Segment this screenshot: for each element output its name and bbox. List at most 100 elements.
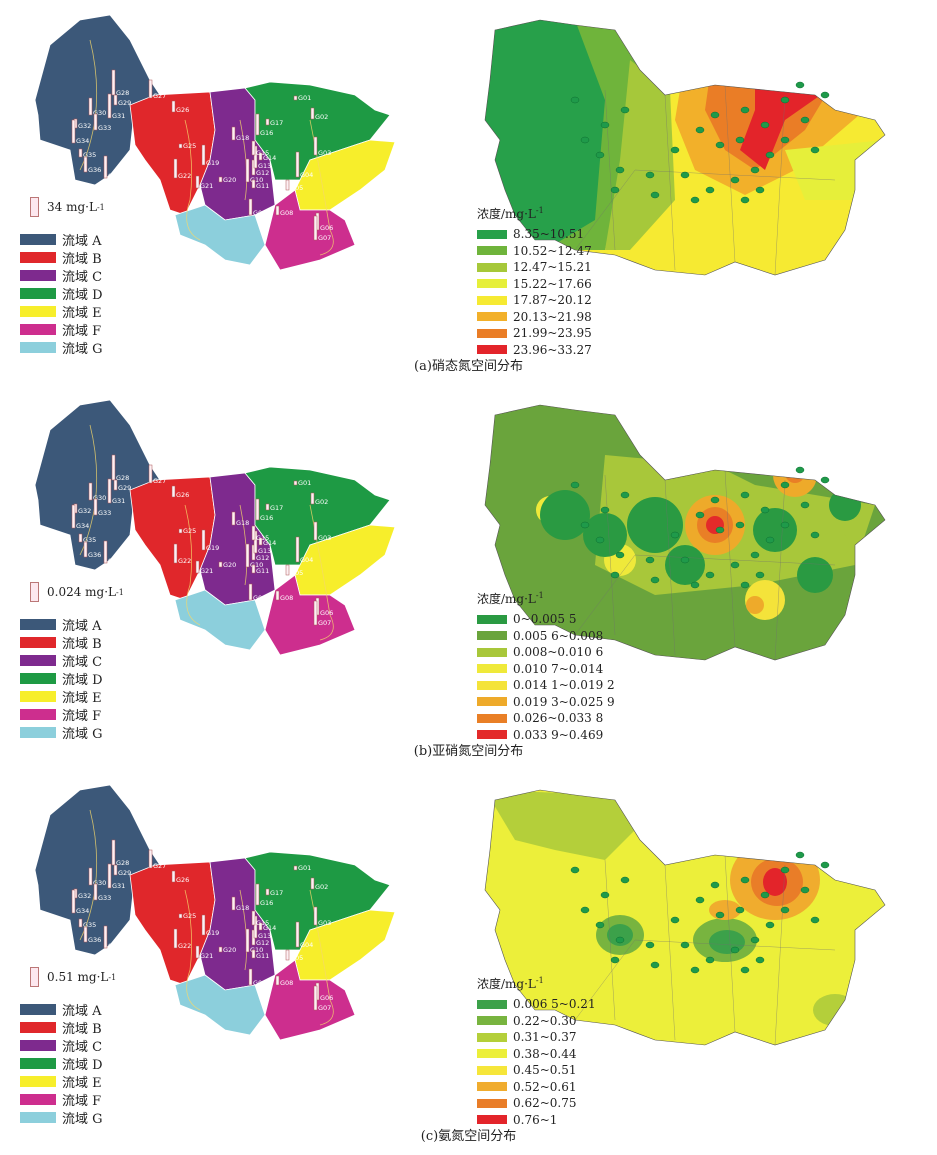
district-boundary (574, 554, 836, 636)
site-label: G34 (76, 522, 89, 530)
sampling-point (580, 906, 590, 914)
legend-swatch (477, 647, 507, 657)
site-label: G37 (108, 557, 121, 565)
sampling-point (680, 941, 690, 949)
site-bar (313, 906, 318, 926)
legend-label: 流域 E (62, 690, 102, 706)
sampling-point (735, 136, 745, 144)
site-label: G32 (78, 507, 91, 515)
site-label: G03 (318, 919, 331, 927)
legend-swatch (477, 312, 507, 322)
site-label: G14 (263, 924, 276, 932)
legend-range: 0.22~0.30 (513, 1013, 577, 1028)
legend-range: 0.38~0.44 (513, 1046, 577, 1061)
legend-swatch (20, 251, 56, 263)
concentration-legend-item: 0.38~0.44 (477, 1046, 596, 1063)
site-label: G25 (183, 912, 196, 920)
site-label: G31 (112, 112, 125, 120)
site-bar (231, 126, 236, 141)
legend-range: 0.62~0.75 (513, 1096, 577, 1111)
site-label: G34 (76, 907, 89, 915)
legend-label: 流域 F (62, 1093, 102, 1109)
site-bar (265, 503, 270, 511)
site-label: G27 (153, 477, 166, 485)
basin-legend-item: 流域 E (20, 1072, 103, 1091)
site-label: G34 (76, 137, 89, 145)
site-label: G15 (256, 534, 269, 542)
site-label: G07 (318, 234, 331, 242)
site-label: G01 (298, 94, 311, 102)
legend-swatch (20, 1003, 56, 1015)
concentration-legend-item: 0.52~0.61 (477, 1079, 596, 1096)
concentration-legend-item: 8.35~10.51 (477, 226, 592, 243)
legend-label: 流域 A (62, 618, 102, 634)
sampling-point (615, 551, 625, 559)
site-bar (71, 504, 76, 529)
legend-range: 0.006 5~0.21 (513, 997, 596, 1012)
site-bar (113, 479, 118, 491)
basin-region-g (174, 589, 266, 651)
sampling-point (670, 531, 680, 539)
district-boundary (724, 84, 736, 263)
site-label: G13 (258, 932, 271, 940)
site-bar (93, 883, 98, 901)
site-bar (248, 198, 253, 216)
site-bar (173, 928, 178, 949)
concentration-legend-item: 0.019 3~0.025 9 (477, 694, 615, 711)
site-bar (201, 529, 206, 551)
scale-value: 34 mg·L (47, 200, 97, 214)
legend-swatch (477, 697, 507, 707)
site-bar (148, 464, 153, 484)
site-label: G30 (93, 109, 106, 117)
scale-note: 0.024 mg·L -1 (30, 582, 124, 602)
site-bar (313, 136, 318, 156)
legend-swatch (20, 618, 56, 630)
site-bar (173, 543, 178, 564)
sampling-point (735, 906, 745, 914)
basin-legend-item: 流域 E (20, 302, 103, 321)
legend-range: 0.014 1~0.019 2 (513, 678, 615, 693)
legend-range: 0.005 6~0.008 (513, 628, 604, 643)
sampling-point (645, 556, 655, 564)
site-bar (195, 560, 200, 574)
basin-map: G01G02G03G04G05G06G07G08G09G10G11G12G13G… (34, 14, 396, 271)
site-label: G17 (270, 504, 283, 512)
site-label: G20 (223, 946, 236, 954)
site-bar (78, 533, 83, 543)
site-bar (293, 95, 298, 101)
site-bar (111, 69, 116, 96)
site-label: G02 (315, 113, 328, 121)
sampling-point (650, 191, 660, 199)
sampling-point (735, 521, 745, 529)
concentration-legend-item: 0.76~1 (477, 1112, 596, 1129)
sampling-point (570, 866, 580, 874)
concentration-map (484, 789, 886, 1046)
site-bar (201, 914, 206, 936)
site-bar (295, 921, 300, 948)
site-bar (275, 205, 280, 216)
legend-swatch (477, 680, 507, 690)
sampling-point (730, 176, 740, 184)
site-label: G02 (315, 498, 328, 506)
site-label: G28 (116, 89, 129, 97)
site-label: G31 (112, 882, 125, 890)
site-bar (293, 865, 298, 871)
site-label: G10 (250, 946, 263, 954)
site-label: G18 (236, 519, 249, 527)
site-bar (310, 107, 315, 120)
basin-region-f (264, 574, 356, 656)
site-bar (107, 478, 112, 504)
legend-range: 0.008~0.010 6 (513, 645, 604, 660)
site-label: G16 (260, 899, 273, 907)
legend-swatch (477, 1065, 507, 1075)
concentration-legend-item: 0.006 5~0.21 (477, 996, 596, 1013)
legend-swatch (20, 341, 56, 353)
legend-swatch (477, 345, 507, 355)
sampling-point (690, 581, 700, 589)
district-boundary (664, 479, 676, 656)
river-line (184, 889, 201, 1011)
sampling-point (820, 91, 830, 99)
concentration-legend-item: 0.026~0.033 8 (477, 710, 615, 727)
sampling-point (670, 146, 680, 154)
legend-swatch (20, 269, 56, 281)
